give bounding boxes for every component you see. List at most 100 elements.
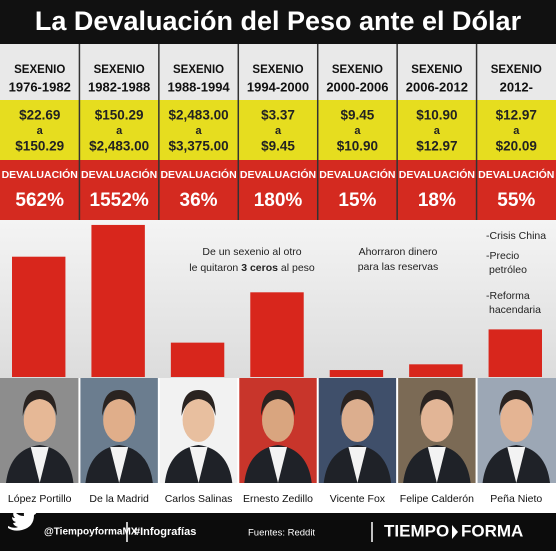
devaluation-row	[0, 160, 556, 220]
annotation-part: al peso	[278, 262, 315, 274]
period-label: SEXENIO	[173, 64, 224, 76]
rate-to: $10.90	[337, 139, 378, 154]
period-label: SEXENIO	[411, 64, 462, 76]
rate-from: $2,483.00	[169, 108, 229, 123]
value-label: 18%	[418, 190, 456, 211]
footer	[0, 513, 556, 551]
bar	[170, 342, 225, 377]
annotation-part: le quitaron	[189, 262, 241, 274]
bar	[488, 329, 542, 377]
footer-source: Fuentes: Reddit	[248, 528, 315, 539]
value-header: DEVALUACIÓN	[240, 168, 316, 181]
value-header: DEVALUACIÓN	[319, 168, 395, 181]
bar	[329, 370, 384, 377]
rate-from: $150.29	[95, 108, 144, 123]
portrait-hair	[419, 390, 454, 416]
rate-connector: a	[354, 125, 361, 137]
period-label: SEXENIO	[332, 64, 383, 76]
value-label: 1552%	[90, 190, 149, 211]
columns: SEXENIO 1976-1982 $22.69 a $150.29 DEVALUACIÓ…	[0, 44, 556, 513]
chart-title: La Devaluación del Peso ante el Dólar	[35, 6, 522, 36]
bar	[250, 292, 304, 377]
value-label: 562%	[15, 190, 64, 211]
annotation: petróleo	[489, 264, 527, 276]
annotation-part: 3 ceros	[241, 262, 278, 274]
value-header: DEVALUACIÓN	[2, 168, 78, 181]
portrait-shirt	[30, 447, 49, 483]
brand-mark	[452, 525, 458, 539]
x-tick-label: Peña Nieto	[490, 493, 542, 505]
rate-connector: a	[37, 125, 44, 137]
footer-hashtag: #Infografías	[134, 526, 196, 538]
portrait-shirt	[507, 447, 526, 483]
portrait-face	[182, 398, 215, 442]
portrait-hair	[261, 390, 295, 416]
portrait-hair	[340, 390, 375, 416]
portrait-hair	[181, 390, 216, 416]
rate-connector: a	[196, 125, 203, 137]
period: 1988-1994	[167, 79, 230, 94]
portrait-hair	[102, 390, 137, 416]
portrait-hair	[22, 390, 57, 416]
x-tick-label: Vicente Fox	[330, 493, 386, 505]
bar	[12, 256, 66, 377]
rate-connector: a	[275, 125, 282, 137]
rate-connector: a	[434, 125, 441, 137]
brand: FORMA	[461, 521, 523, 540]
x-tick-label: Felipe Calderón	[400, 493, 474, 505]
portrait-shirt	[348, 447, 367, 483]
period-label: SEXENIO	[252, 64, 303, 76]
rate-to: $150.29	[15, 139, 64, 154]
rate-to: $20.09	[496, 139, 537, 154]
portrait-face	[23, 398, 56, 442]
period: 1994-2000	[247, 79, 309, 94]
rate-from: $10.90	[416, 108, 457, 123]
rate-connector: a	[513, 125, 520, 137]
portrait-shirt	[189, 447, 208, 483]
bar	[409, 364, 463, 377]
portrait-hair	[499, 390, 534, 416]
period: 1982-1988	[88, 79, 150, 94]
period: 2012-	[500, 79, 533, 94]
annotation: le quitaron 3 ceros al peso	[189, 262, 315, 274]
rate-connector: a	[116, 125, 123, 137]
twitter-icon	[8, 509, 37, 531]
value-label: 36%	[180, 190, 218, 211]
period-label: SEXENIO	[491, 64, 542, 76]
rate-row	[0, 100, 556, 160]
name-row	[0, 483, 556, 513]
value-header: DEVALUACIÓN	[478, 168, 554, 181]
x-tick-label: De la Madrid	[89, 493, 149, 505]
value-header: DEVALUACIÓN	[81, 168, 157, 181]
value-label: 15%	[338, 190, 376, 211]
x-tick-label: Ernesto Zedillo	[243, 493, 313, 505]
footer-handle: @TiempoyformaMX	[44, 527, 138, 538]
period: 1976-1982	[9, 79, 71, 94]
portrait-face	[103, 398, 136, 442]
annotation: para las reservas	[358, 261, 439, 273]
x-tick-label: Carlos Salinas	[165, 493, 233, 505]
value-label: 180%	[254, 190, 303, 211]
rate-from: $9.45	[341, 108, 375, 123]
rate-to: $9.45	[261, 139, 295, 154]
annotation: -Precio	[486, 250, 519, 262]
value-label: 55%	[497, 190, 535, 211]
portrait-shirt	[427, 447, 446, 483]
annotation: -Reforma	[486, 290, 530, 302]
rate-to: $12.97	[416, 139, 457, 154]
annotation: -Crisis China	[486, 230, 546, 242]
annotation: De un sexenio al otro	[202, 246, 301, 258]
rate-to: $3,375.00	[169, 139, 229, 154]
rate-from: $3.37	[261, 108, 295, 123]
portrait-shirt	[269, 447, 287, 483]
brand: TIEMPO	[384, 521, 449, 540]
period-label: SEXENIO	[94, 64, 145, 76]
annotation: hacendaria	[489, 304, 541, 316]
rate-from: $12.97	[496, 108, 537, 123]
portrait-face	[500, 398, 533, 442]
period: 2000-2006	[326, 79, 388, 94]
bar	[91, 224, 145, 377]
rate-from: $22.69	[19, 108, 60, 123]
value-header: DEVALUACIÓN	[160, 168, 236, 181]
